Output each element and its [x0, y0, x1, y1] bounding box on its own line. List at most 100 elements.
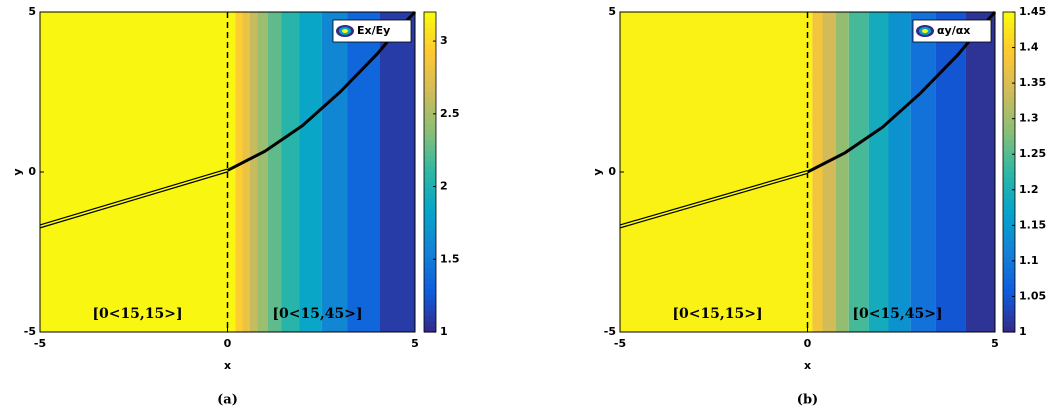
- legend-label: Ex/Ey: [357, 24, 390, 37]
- colorbar-segment: [424, 134, 436, 141]
- colorbar-segment: [424, 92, 436, 98]
- colorbar-segment: [1003, 198, 1015, 205]
- x-tick-label: 0: [804, 337, 812, 350]
- colorbar-tick-label: 1.2: [1019, 183, 1039, 196]
- colorbar-segment: [424, 214, 436, 221]
- colorbar-segment: [1003, 60, 1015, 66]
- colorbar-segment: [424, 81, 436, 88]
- colorbar-segment: [424, 28, 436, 34]
- colorbar-segment: [424, 65, 436, 72]
- colorbar-segment: [424, 209, 436, 216]
- y-tick-label: 0: [28, 165, 36, 178]
- colorbar-segment: [1003, 129, 1015, 136]
- colorbar-tick-label: 1.35: [1019, 76, 1046, 89]
- colorbar-segment: [1003, 182, 1015, 189]
- colorbar-segment: [424, 49, 436, 56]
- colorbar-segment: [1003, 38, 1015, 45]
- colorbar-segment: [1003, 273, 1015, 280]
- colorbar-segment: [1003, 150, 1015, 157]
- colorbar-segment: [1003, 156, 1015, 162]
- colorbar-segment: [1003, 54, 1015, 61]
- colorbar-segment: [424, 166, 436, 173]
- contour-band: [822, 12, 836, 332]
- colorbar-segment: [1003, 140, 1015, 146]
- colorbar-segment: [424, 150, 436, 157]
- colorbar-segment: [424, 188, 436, 194]
- colorbar-segment: [1003, 214, 1015, 221]
- curve-inner: [619, 171, 808, 228]
- contour-band: [299, 12, 322, 332]
- colorbar-segment: [424, 124, 436, 130]
- colorbar-segment: [424, 70, 436, 77]
- colorbar-segment: [1003, 108, 1015, 114]
- colorbar-segment: [1003, 188, 1015, 194]
- colorbar-segment: [1003, 118, 1015, 125]
- contour-band: [910, 12, 936, 332]
- x-tick-label: -5: [614, 337, 626, 350]
- y-tick-label: 5: [28, 5, 36, 18]
- colorbar-segment: [1003, 49, 1015, 56]
- colorbar-tick-label: 1.15: [1019, 218, 1046, 231]
- colorbar-segment: [424, 204, 436, 210]
- colorbar-segment: [424, 289, 436, 296]
- colorbar-segment: [1003, 262, 1015, 269]
- contour-band: [249, 12, 258, 332]
- contour-band: [935, 12, 966, 332]
- contour-band: [347, 12, 380, 332]
- colorbar-segment: [1003, 278, 1015, 285]
- colorbar-segment: [424, 129, 436, 136]
- contour-band: [868, 12, 889, 332]
- y-tick-label: 5: [608, 5, 616, 18]
- colorbar-segment: [424, 262, 436, 269]
- colorbar-segment: [424, 54, 436, 61]
- colorbar-segment: [424, 76, 436, 82]
- colorbar-tick-label: 2: [440, 180, 448, 193]
- contour-band: [235, 12, 243, 332]
- colorbar-segment: [1003, 177, 1015, 184]
- colorbar-tick-label: 1.1: [1019, 254, 1039, 267]
- colorbar-tick-label: 1.4: [1019, 41, 1039, 54]
- colorbar-segment: [1003, 172, 1015, 178]
- colorbar-tick-label: 1.25: [1019, 147, 1046, 160]
- colorbar-segment: [1003, 86, 1015, 93]
- colorbar-segment: [1003, 12, 1015, 18]
- colorbar-segment: [1003, 193, 1015, 200]
- x-tick-label: 0: [224, 337, 232, 350]
- colorbar-segment: [424, 102, 436, 109]
- curve-inner: [39, 169, 228, 228]
- contour-band: [281, 12, 300, 332]
- colorbar-segment: [424, 86, 436, 93]
- contour-band: [835, 12, 849, 332]
- contour-band: [620, 12, 813, 332]
- legend-box: [912, 19, 992, 43]
- colorbar-segment: [424, 273, 436, 280]
- colorbar-segment: [424, 198, 436, 205]
- colorbar-tick-label: 1: [440, 325, 448, 338]
- x-label: x: [224, 359, 231, 372]
- colorbar-segment: [1003, 28, 1015, 34]
- colorbar-tick-label: 2.5: [440, 107, 460, 120]
- colorbar-segment: [424, 321, 436, 328]
- colorbar-segment: [424, 156, 436, 162]
- colorbar-tick-label: 1: [1019, 325, 1027, 338]
- colorbar-tick-label: 1.5: [440, 252, 460, 265]
- colorbar-segment: [424, 310, 436, 317]
- colorbar-segment: [1003, 70, 1015, 77]
- contour-band: [267, 12, 282, 332]
- colorbar-segment: [424, 113, 436, 120]
- x-tick-label: 5: [411, 337, 419, 350]
- colorbar-segment: [424, 38, 436, 45]
- colorbar-segment: [1003, 246, 1015, 253]
- contour-band: [257, 12, 268, 332]
- colorbar-segment: [424, 278, 436, 285]
- colorbar-segment: [424, 182, 436, 189]
- colorbar-segment: [424, 97, 436, 104]
- contour-band: [888, 12, 911, 332]
- colorbar-tick-label: 3: [440, 34, 448, 47]
- colorbar-segment: [424, 161, 436, 168]
- colorbar-segment: [424, 252, 436, 258]
- annotation: [0<15,45>]: [852, 306, 942, 322]
- colorbar-segment: [424, 300, 436, 306]
- legend-icon: [922, 29, 928, 33]
- contour-band: [848, 12, 869, 332]
